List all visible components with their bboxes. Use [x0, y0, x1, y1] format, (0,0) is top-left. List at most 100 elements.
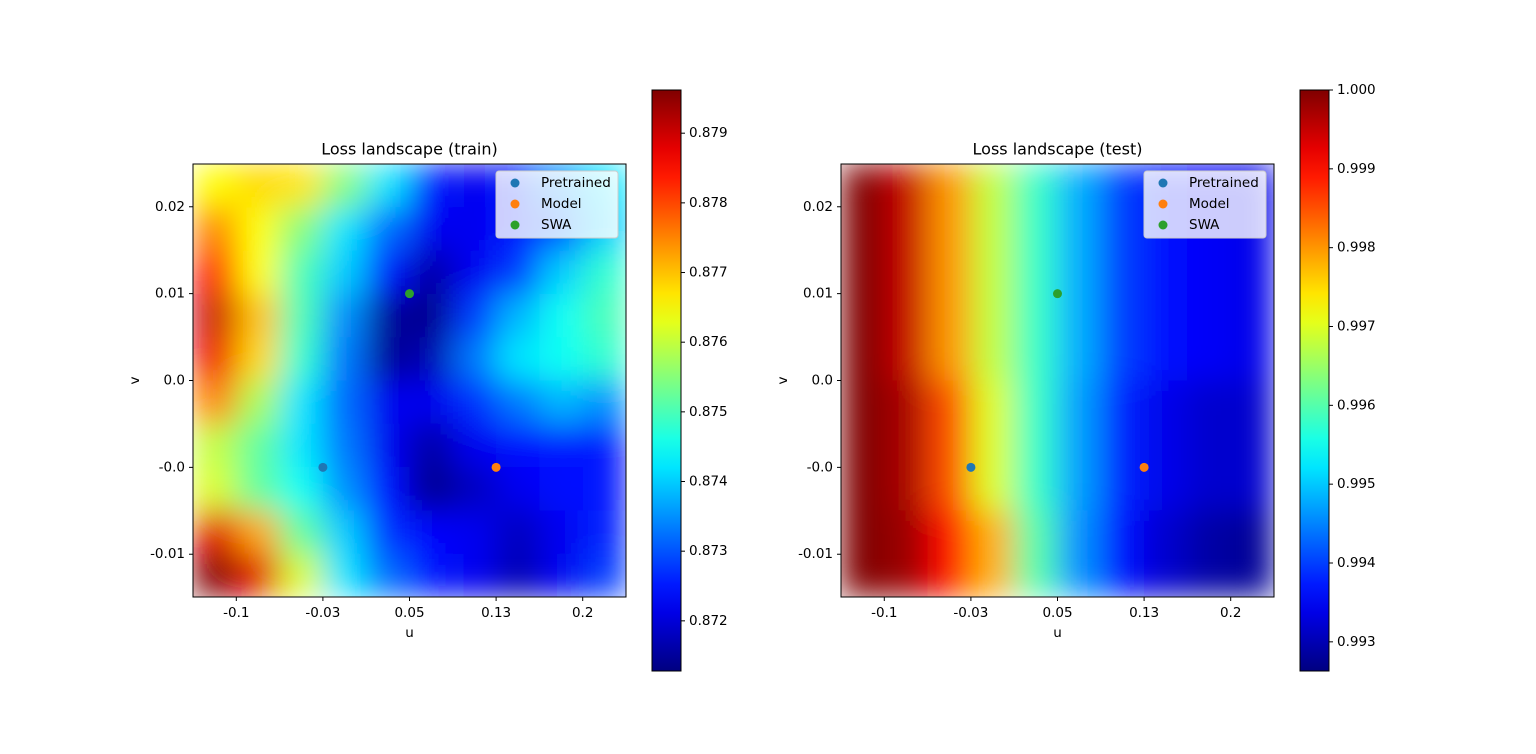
heatmap-cell — [1144, 553, 1188, 597]
colorbar-tick-label: 0.994 — [1337, 555, 1376, 571]
heatmap-cell — [1100, 293, 1145, 338]
heatmap-cell — [496, 423, 540, 468]
y-tick-label: -0.0 — [807, 459, 833, 475]
heatmap-cell — [1187, 380, 1232, 425]
heatmap-cell — [366, 207, 410, 252]
heatmap-cell — [193, 380, 237, 425]
heatmap-cell — [322, 553, 367, 597]
heatmap-cell — [927, 164, 972, 208]
legend-box — [1143, 170, 1267, 239]
heatmap-cell — [884, 467, 929, 511]
heatmap-cell — [1057, 250, 1102, 295]
heatmap-cell — [236, 293, 281, 338]
heatmap-cell — [322, 380, 367, 425]
heatmap-cell — [1014, 423, 1058, 468]
legend-marker — [510, 178, 520, 188]
heatmap-cell — [279, 510, 324, 555]
panel: -0.1 -0.03 0.05 0.13 0.2 0.02 0.01 0.0 -0.0 -0.01… — [775, 82, 1376, 672]
heatmap-cell — [193, 250, 237, 295]
heatmap-cell — [452, 380, 497, 425]
heatmap-cell — [366, 510, 410, 555]
heatmap-cell — [927, 250, 972, 295]
heatmap-cell — [1014, 250, 1058, 295]
heatmap-cell — [279, 380, 324, 425]
colorbar-tick-label: 0.875 — [689, 404, 728, 420]
x-tick-label: 0.2 — [1220, 605, 1241, 621]
heatmap-cell — [970, 293, 1015, 338]
heatmap-cell — [236, 250, 281, 295]
heatmap-cell — [409, 207, 454, 252]
heatmap-cell — [279, 207, 324, 252]
heatmap-cell — [496, 293, 540, 338]
heatmap-cell — [279, 553, 324, 597]
heatmap-cell — [1100, 423, 1145, 468]
heatmap-cell — [841, 207, 885, 252]
heatmap-cell — [496, 380, 540, 425]
heatmap-cell — [582, 380, 626, 425]
heatmap-cell — [970, 250, 1015, 295]
colorbar-tick-label: 0.996 — [1337, 397, 1376, 413]
heatmap-cell — [496, 553, 540, 597]
y-tick-label: 0.02 — [803, 199, 833, 215]
heatmap-cell — [1187, 467, 1232, 511]
heatmap-cell — [1144, 423, 1188, 468]
heatmap-cell — [193, 467, 237, 511]
heatmap-cell — [193, 423, 237, 468]
x-tick-label: 0.05 — [394, 605, 424, 621]
heatmap-cell — [452, 510, 497, 555]
heatmap-cell — [1057, 293, 1102, 338]
heatmap-cell — [539, 423, 584, 468]
heatmap-cell — [841, 250, 885, 295]
heatmap-cell — [970, 337, 1015, 381]
chart-title: Loss landscape (train) — [321, 140, 497, 159]
heatmap-cell — [1230, 380, 1274, 425]
x-tick-label: -0.03 — [305, 605, 340, 621]
heatmap-cell — [1014, 293, 1058, 338]
heatmap-cell — [193, 164, 237, 208]
heatmap-cell — [1100, 380, 1145, 425]
heatmap-cell — [841, 467, 885, 511]
scatter-point — [1053, 289, 1062, 299]
legend: Pretrained Model SWA — [495, 170, 619, 239]
heatmap-cell — [884, 337, 929, 381]
legend-marker — [510, 199, 520, 209]
y-tick-label: 0.0 — [164, 373, 185, 389]
heatmap-cell — [841, 510, 885, 555]
heatmap-cell — [236, 337, 281, 381]
heatmap-cell — [1057, 423, 1102, 468]
y-axis-label: v — [127, 377, 143, 385]
heatmap-cell — [841, 293, 885, 338]
heatmap-cell — [279, 293, 324, 338]
heatmap-cell — [582, 293, 626, 338]
heatmap-cell — [279, 337, 324, 381]
heatmap-cell — [539, 293, 584, 338]
legend-label: SWA — [1189, 217, 1220, 233]
x-tick-label: 0.13 — [481, 605, 511, 621]
heatmap-cell — [1144, 510, 1188, 555]
heatmap-cell — [452, 423, 497, 468]
heatmap-cell — [1187, 250, 1232, 295]
heatmap-cell — [884, 250, 929, 295]
heatmap-cell — [927, 553, 972, 597]
heatmap-cell — [841, 553, 885, 597]
y-tick-label: 0.02 — [155, 199, 185, 215]
y-tick-label: 0.01 — [803, 286, 833, 302]
heatmap-cell — [366, 423, 410, 468]
heatmap-cell — [193, 553, 237, 597]
heatmap-cell — [366, 467, 410, 511]
y-tick-label: -0.01 — [150, 546, 185, 562]
heatmap-cell — [322, 337, 367, 381]
heatmap-cell — [970, 510, 1015, 555]
heatmap-cell — [539, 510, 584, 555]
heatmap-cell — [409, 293, 454, 338]
heatmap-cell — [409, 467, 454, 511]
heatmap-cell — [884, 510, 929, 555]
heatmap-cell — [582, 337, 626, 381]
colorbar-tick-label: 0.874 — [689, 474, 728, 490]
heatmap-cell — [970, 467, 1015, 511]
heatmap-cell — [539, 337, 584, 381]
colorbar — [1299, 89, 1330, 672]
colorbar-tick-label: 0.997 — [1337, 318, 1376, 334]
heatmap-cell — [236, 380, 281, 425]
